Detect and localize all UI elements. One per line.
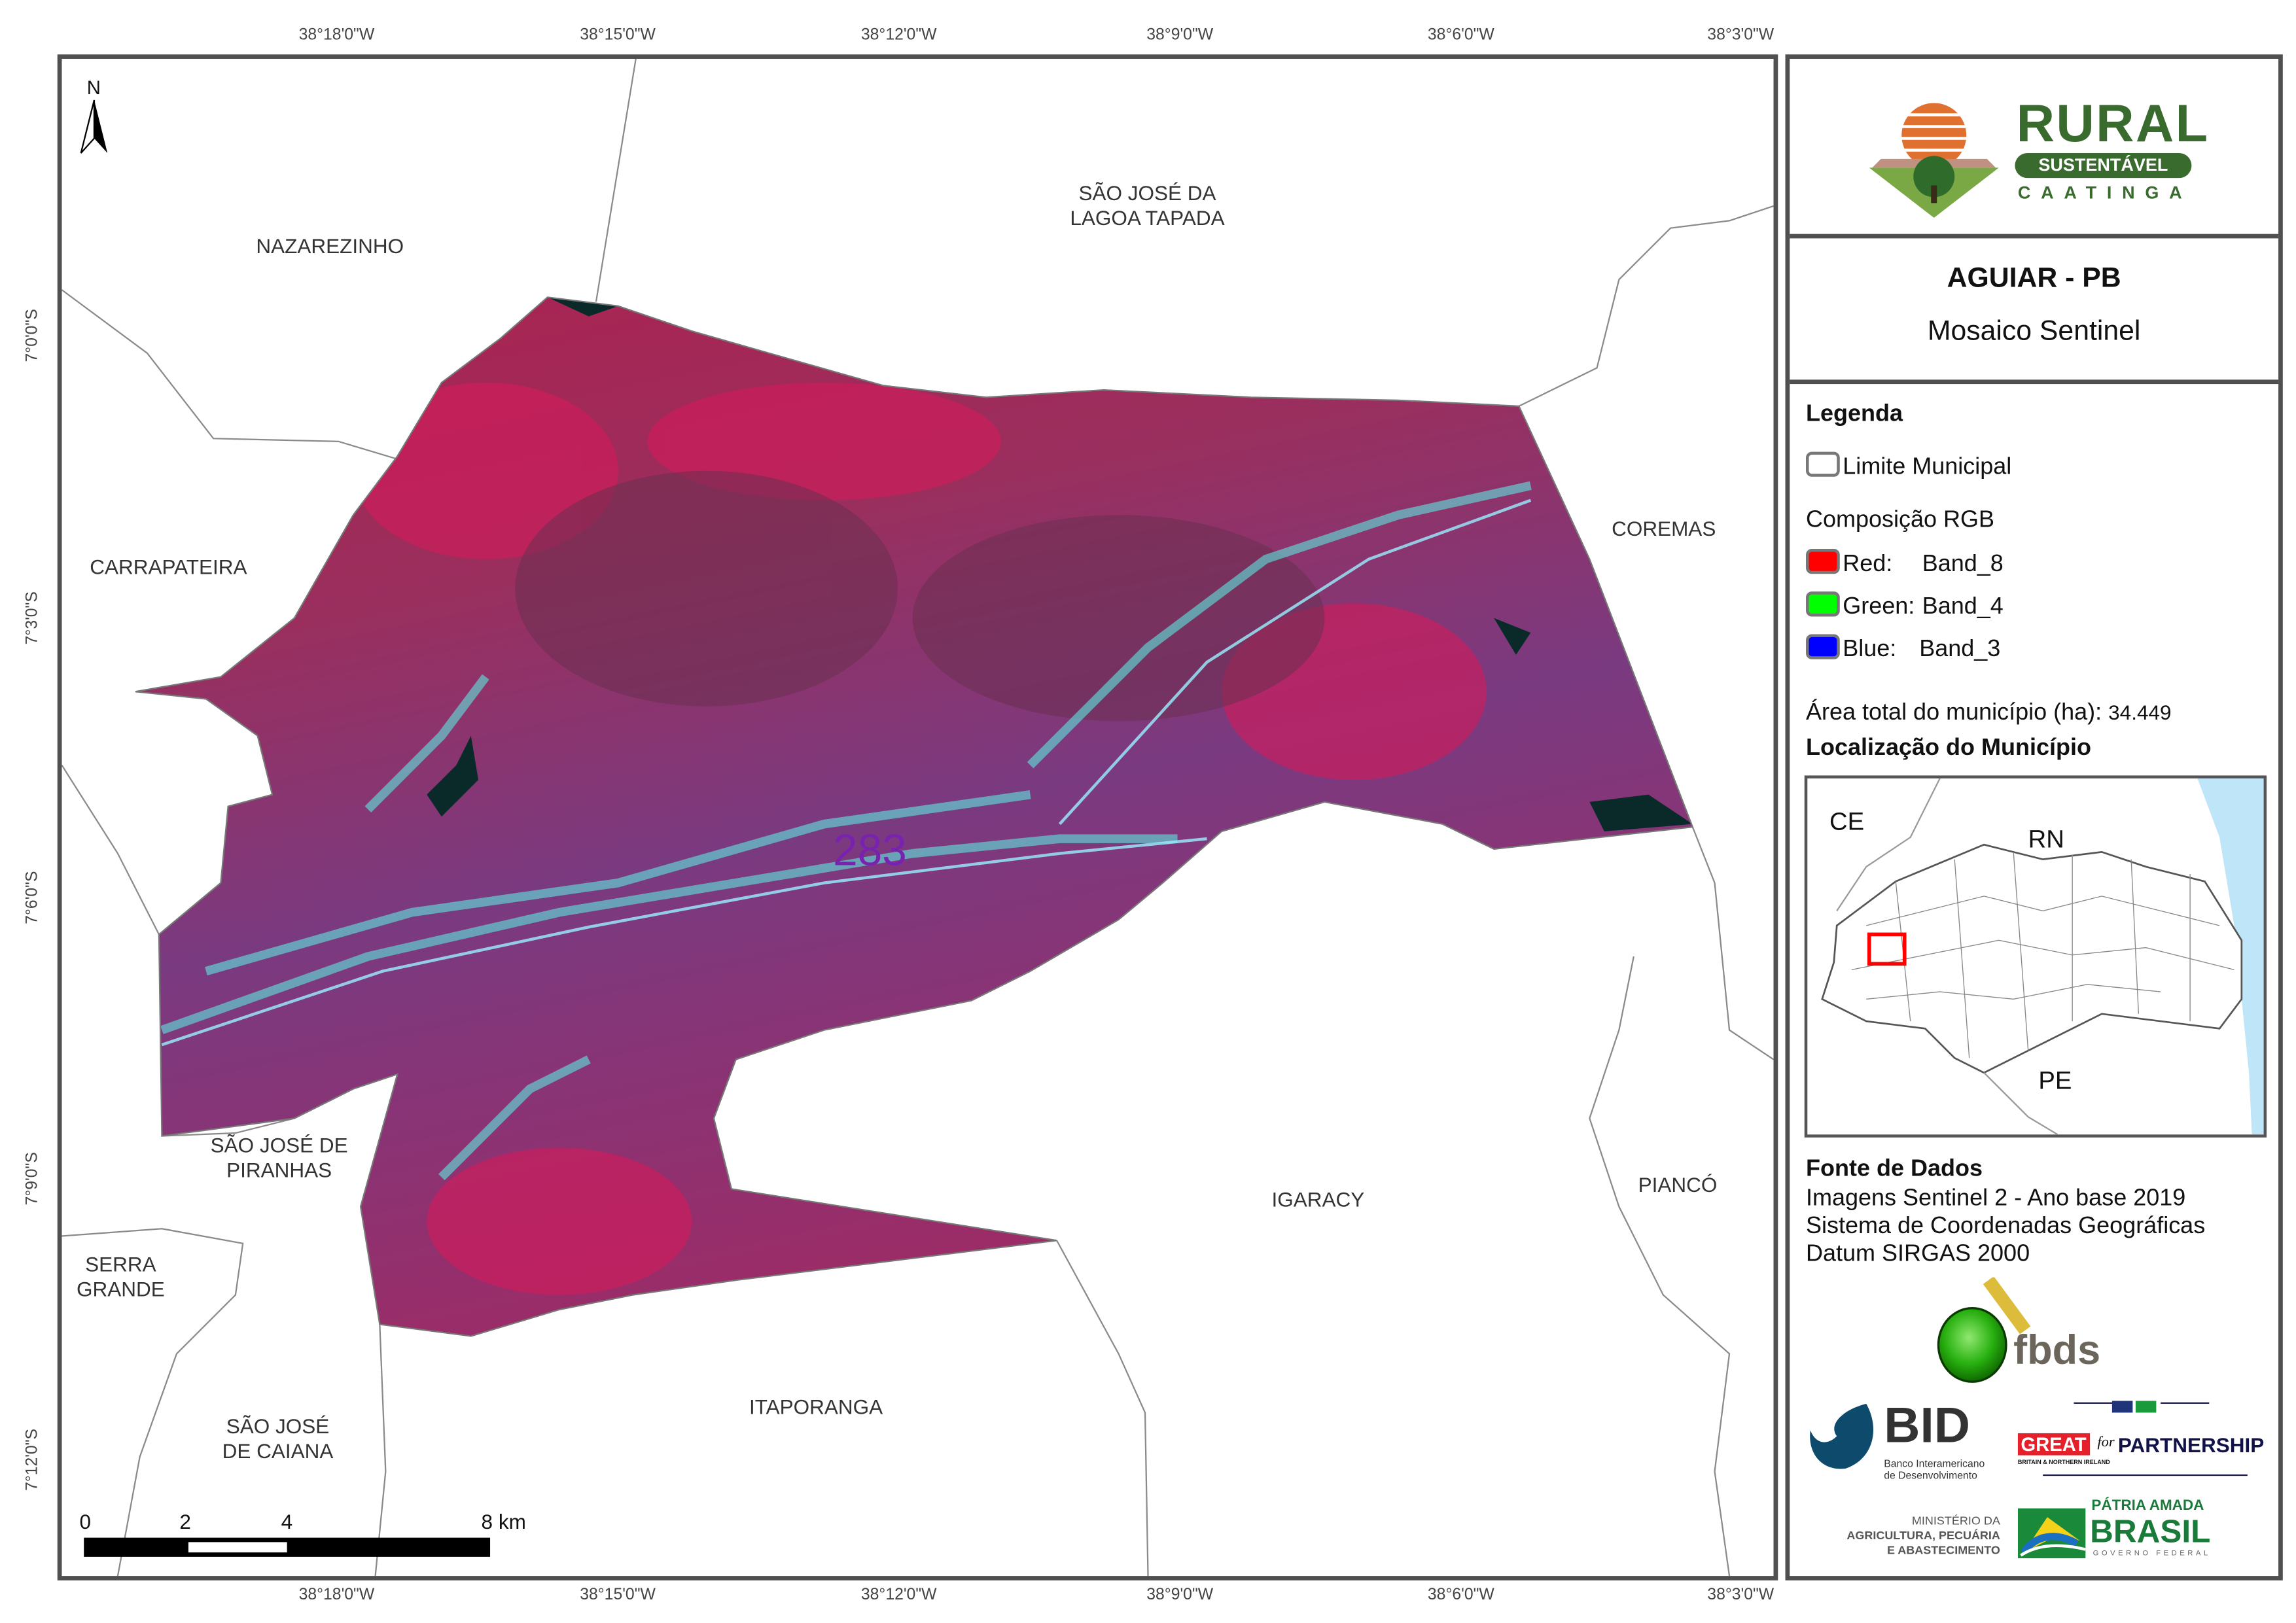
scale-label: 0 (79, 1509, 92, 1533)
great-for: for (2097, 1435, 2115, 1451)
tick-label: 38°18'0"W (298, 26, 375, 44)
paraiba-state (1821, 843, 2243, 1074)
place-label: SERRA GRANDE (76, 1252, 165, 1301)
limit-swatch (1806, 451, 1840, 477)
aguiar-boundary (135, 296, 1694, 1337)
logo-rural: RURAL (2016, 92, 2210, 153)
source-line: Sistema de Coordenadas Geográficas (1806, 1213, 2206, 1239)
place-label: COREMAS (1612, 516, 1716, 540)
fbds-text: fbds (2013, 1327, 2101, 1373)
area-total: Área total do município (ha): 34.449 (1806, 700, 2172, 725)
north-arrow-icon (80, 99, 108, 154)
location-inset-map[interactable]: CE RN PE (1804, 775, 2267, 1138)
tick-label: 38°6'0"W (1427, 1586, 1494, 1604)
bid-subtitle: Banco Interamericano de Desenvolvimento (1884, 1459, 1985, 1482)
place-label: CARRAPATEIRA (90, 555, 247, 579)
place-label: IGARACY (1271, 1187, 1365, 1212)
tick-label: 7°0'0"S (24, 309, 42, 362)
tick-label: 38°3'0"W (1707, 1586, 1775, 1604)
north-label: N (86, 76, 101, 99)
rural-sustentavel-logo (1866, 94, 2002, 225)
place-label: SÃO JOSÉ DE CAIANA (222, 1414, 334, 1463)
blue-swatch (1806, 634, 1840, 659)
legend-item-green: Green: Band_4 (1806, 591, 2004, 621)
bid-logo (1807, 1401, 1878, 1478)
scale-label: 2 (179, 1509, 191, 1533)
tick-label: 38°12'0"W (860, 1586, 937, 1604)
place-label: PIANCÓ (1638, 1172, 1718, 1196)
uk-flag-icon (2111, 1401, 2133, 1413)
green-swatch (1806, 591, 1840, 617)
great-badge: GREAT (2017, 1433, 2090, 1456)
tick-label: 38°9'0"W (1146, 1586, 1214, 1604)
tick-label: 7°6'0"S (24, 871, 42, 924)
tick-label: 38°6'0"W (1427, 26, 1494, 44)
bid-emblem-icon (1810, 1403, 1874, 1469)
fbds-emblem-icon (1937, 1276, 2031, 1383)
logo-emblem-icon (1869, 103, 1999, 218)
place-label: SÃO JOSÉ DA LAGOA TAPADA (1070, 181, 1225, 230)
inset-label: PE (2038, 1066, 2072, 1095)
inset-label: RN (2028, 825, 2064, 854)
ministerio-logo: MINISTÉRIO DA AGRICULTURA, PECUÁRIA E ABAS… (1846, 1514, 2000, 1557)
patria-line1: PÁTRIA AMADA (2091, 1497, 2204, 1514)
source-line: Datum SIRGAS 2000 (1806, 1242, 2030, 1267)
sentinel-mosaic (135, 297, 1693, 1336)
legend-item-blue: Blue: Band_3 (1806, 634, 2000, 663)
map-subtitle: Mosaico Sentinel (1927, 316, 2141, 347)
tick-label: 38°9'0"W (1146, 26, 1214, 44)
source-line: Imagens Sentinel 2 - Ano base 2019 (1806, 1186, 2186, 1212)
scale-label: 8 km (481, 1509, 526, 1533)
place-label: SÃO JOSÉ DE PIRANHAS (210, 1133, 348, 1182)
tick-label: 38°12'0"W (860, 26, 937, 44)
red-swatch (1806, 549, 1840, 574)
great-partnership: PARTNERSHIP (2117, 1433, 2265, 1457)
place-label: ITAPORANGA (749, 1395, 883, 1419)
tick-label: 38°15'0"W (580, 26, 656, 44)
tick-label: 38°15'0"W (580, 1586, 656, 1604)
map-frame[interactable]: N 283 NAZAREZINHO SÃO JOSÉ DA LAGOA TAPAD… (57, 54, 1778, 1580)
place-label: NAZAREZINHO (256, 234, 404, 258)
fbds-logo (1937, 1276, 2040, 1390)
patria-line2: BRASIL (2090, 1512, 2211, 1550)
brazil-flag-icon (2135, 1401, 2157, 1413)
inset-label: CE (1829, 807, 1865, 836)
bid-text: BID (1884, 1397, 1970, 1454)
legend-item-limit: Limite Municipal (1806, 451, 2011, 481)
great-subtitle: BRITAIN & NORTHERN IRELAND (2017, 1458, 2110, 1466)
patria-amada-emblem-icon (2017, 1508, 2086, 1566)
legend-item-red: Red: Band_8 (1806, 549, 2004, 578)
legend-panel: RURAL SUSTENTÁVEL CAATINGA AGUIAR - PB M… (1785, 54, 2283, 1580)
rgb-title: Composição RGB (1806, 508, 1995, 533)
source-title: Fonte de Dados (1806, 1157, 1983, 1182)
location-title: Localização do Município (1806, 735, 2091, 761)
tick-label: 7°9'0"S (24, 1152, 42, 1206)
municipality-highlight (1867, 932, 1907, 966)
tick-label: 38°3'0"W (1707, 26, 1775, 44)
polygon-id-label: 283 (833, 827, 907, 876)
scale-label: 4 (281, 1509, 293, 1533)
tick-label: 7°12'0"S (24, 1428, 42, 1491)
logo-sustentavel: SUSTENTÁVEL (2015, 152, 2192, 179)
logo-caatinga: CAATINGA (2017, 182, 2193, 203)
tick-label: 38°18'0"W (298, 1586, 375, 1604)
map-title: AGUIAR - PB (1947, 263, 2121, 294)
legend-title: Legenda (1806, 402, 1903, 427)
map-canvas (62, 58, 1774, 1577)
patria-line3: GOVERNO FEDERAL (2093, 1549, 2211, 1559)
water-bodies (427, 297, 1693, 831)
tick-label: 7°3'0"S (24, 591, 42, 645)
